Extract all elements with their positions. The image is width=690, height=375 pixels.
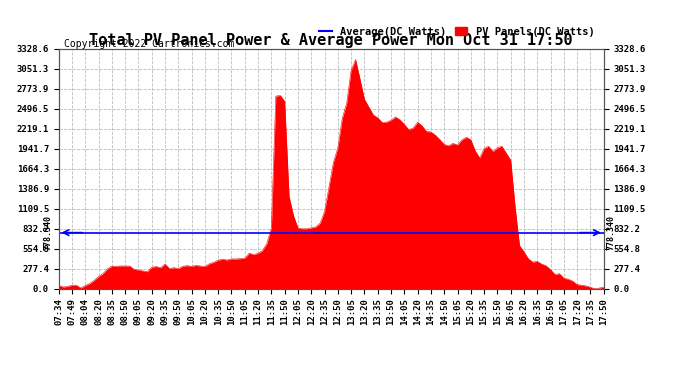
Title: Total PV Panel Power & Average Power Mon Oct 31 17:50: Total PV Panel Power & Average Power Mon… xyxy=(90,33,573,48)
Text: Copyright 2022 Cartronics.com: Copyright 2022 Cartronics.com xyxy=(64,39,235,49)
Text: 778.340: 778.340 xyxy=(607,215,615,250)
Text: 778.340: 778.340 xyxy=(43,215,52,250)
Legend: Average(DC Watts), PV Panels(DC Watts): Average(DC Watts), PV Panels(DC Watts) xyxy=(315,23,598,41)
